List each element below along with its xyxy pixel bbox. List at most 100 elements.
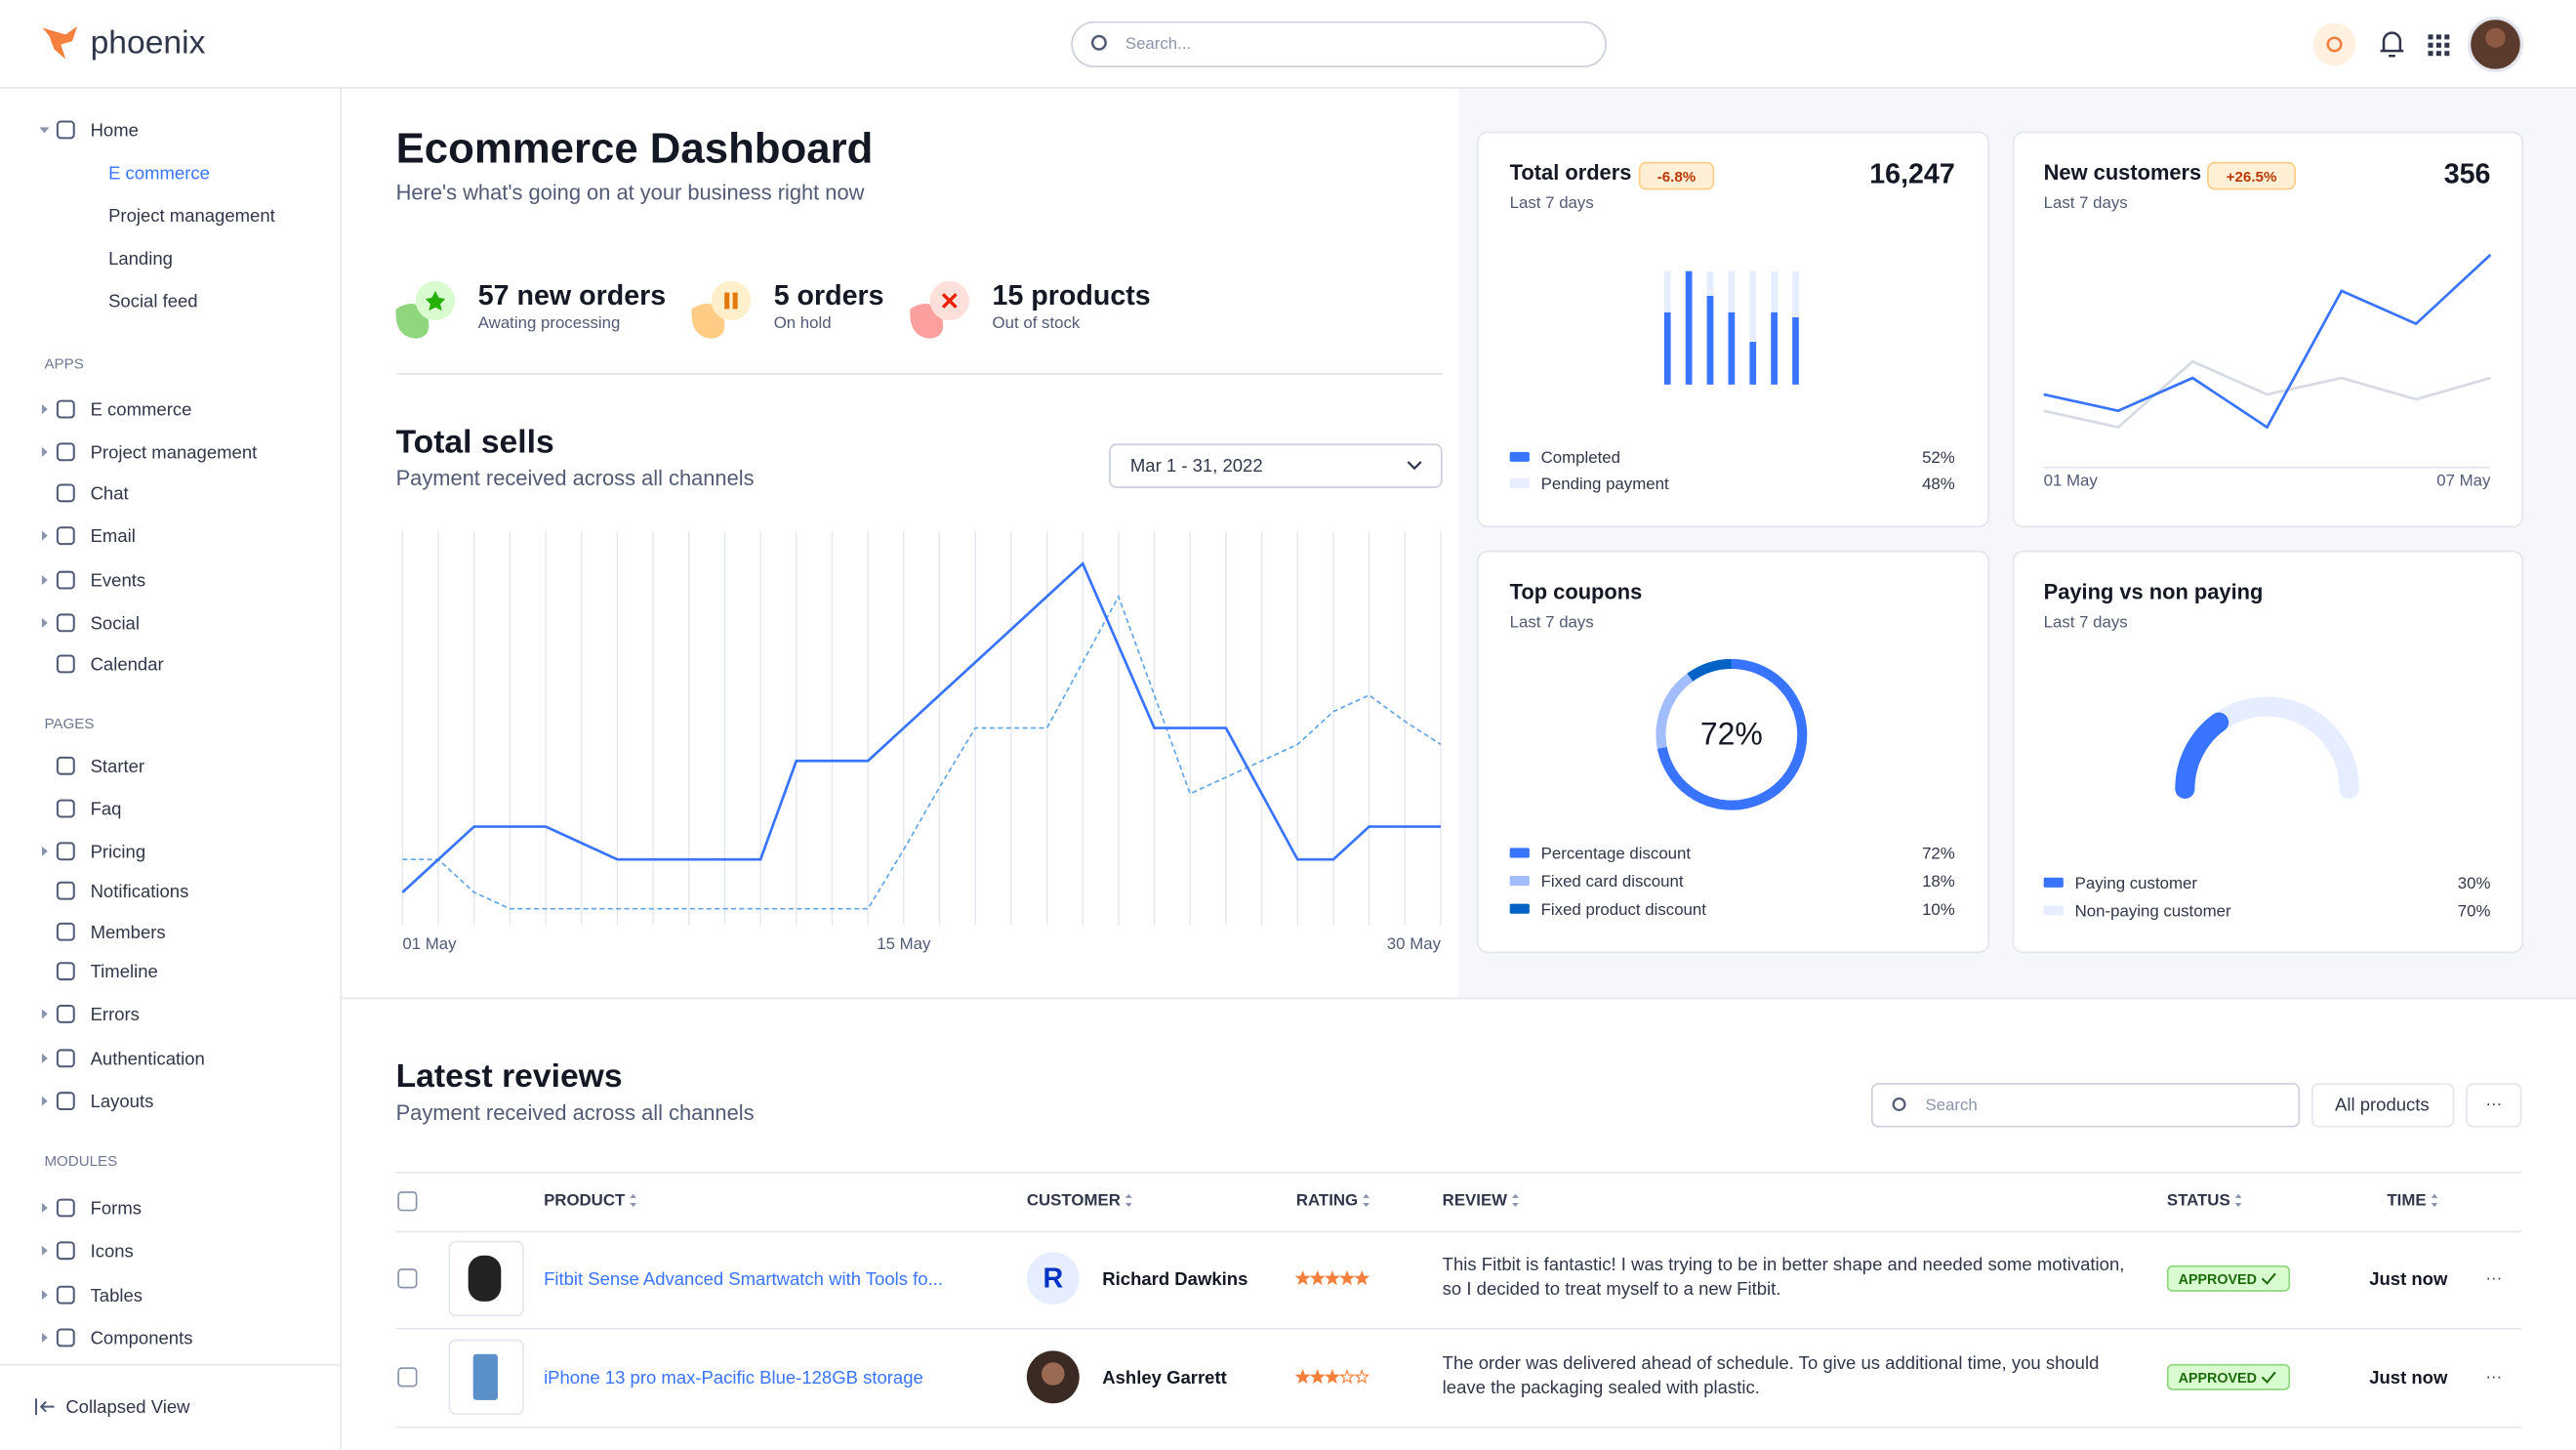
nav-item[interactable]: Layouts bbox=[91, 1091, 154, 1111]
product-image bbox=[468, 1255, 502, 1302]
bar-segment bbox=[1685, 270, 1693, 385]
nav-item[interactable]: Social bbox=[91, 612, 140, 633]
nav-icon bbox=[56, 613, 75, 633]
apps-icon[interactable] bbox=[2428, 34, 2450, 57]
nav-item[interactable]: Tables bbox=[91, 1285, 143, 1305]
caret bbox=[41, 1096, 48, 1106]
card-subtitle: Last 7 days bbox=[1510, 612, 1594, 631]
checkbox[interactable] bbox=[397, 1268, 418, 1289]
bell-icon[interactable] bbox=[2380, 31, 2404, 58]
nav-icon bbox=[56, 756, 75, 775]
nav-subitem[interactable]: Social feed bbox=[108, 291, 198, 311]
date-select[interactable] bbox=[1109, 443, 1443, 488]
bar-segment bbox=[1792, 270, 1799, 317]
legend-value: 48% bbox=[1922, 475, 1955, 493]
customer-name: Ashley Garrett bbox=[1102, 1367, 1227, 1388]
nav-item[interactable]: Events bbox=[91, 570, 146, 591]
logo-icon bbox=[42, 25, 78, 60]
nav-icon bbox=[56, 570, 75, 590]
collapse-button[interactable]: Collapsed View bbox=[65, 1396, 190, 1417]
nav-icon bbox=[56, 842, 75, 861]
legend-label: Fixed product discount bbox=[1541, 900, 1707, 919]
checkbox[interactable] bbox=[397, 1367, 418, 1388]
caret bbox=[41, 1009, 48, 1019]
time-label: Just now bbox=[2369, 1367, 2448, 1388]
column-header[interactable]: CUSTOMER bbox=[1027, 1191, 1121, 1210]
nav-item[interactable]: Pricing bbox=[91, 841, 146, 861]
column-header[interactable]: RATING bbox=[1296, 1191, 1358, 1210]
nav-icon bbox=[56, 1049, 75, 1068]
column-header[interactable]: REVIEW bbox=[1443, 1191, 1508, 1210]
nav-item[interactable]: Faq bbox=[91, 799, 122, 819]
more-label[interactable]: ··· bbox=[2485, 1094, 2502, 1112]
nav-item[interactable]: Home bbox=[91, 120, 139, 141]
nav-item[interactable]: Forms bbox=[91, 1198, 142, 1219]
card-subtitle: Last 7 days bbox=[2044, 612, 2128, 631]
nav-item[interactable]: Project management bbox=[91, 441, 258, 462]
nav-item[interactable]: Components bbox=[91, 1328, 193, 1348]
card-total: 356 bbox=[2444, 159, 2491, 190]
line-series bbox=[2043, 253, 2492, 430]
legend-value: 30% bbox=[2458, 874, 2491, 892]
nav-item[interactable]: Members bbox=[91, 922, 166, 942]
nav-subitem[interactable]: Project management bbox=[108, 205, 275, 226]
column-header[interactable]: STATUS bbox=[2167, 1191, 2230, 1210]
more-button[interactable] bbox=[2466, 1083, 2522, 1128]
product-link[interactable]: iPhone 13 pro max-Pacific Blue-128GB sto… bbox=[544, 1367, 923, 1388]
star bbox=[1339, 1269, 1356, 1286]
sort-icon bbox=[2431, 1193, 2438, 1208]
table-search[interactable] bbox=[1870, 1083, 2301, 1128]
legend-label: Fixed card discount bbox=[1541, 872, 1684, 891]
x-tick-label: 30 May bbox=[1387, 934, 1442, 953]
row-actions[interactable]: ··· bbox=[2485, 1367, 2502, 1386]
caret bbox=[41, 575, 48, 586]
nav-item[interactable]: Email bbox=[91, 525, 136, 546]
nav-icon bbox=[56, 526, 75, 546]
product-link[interactable]: Fitbit Sense Advanced Smartwatch with To… bbox=[544, 1268, 943, 1289]
nav-item[interactable]: Notifications bbox=[91, 881, 189, 901]
nav-item[interactable]: Errors bbox=[91, 1004, 140, 1024]
nav-section-title: PAGES bbox=[44, 716, 94, 732]
caret bbox=[41, 1290, 48, 1301]
card-title: Paying vs non paying bbox=[2044, 579, 2264, 603]
column-header[interactable]: TIME bbox=[2387, 1191, 2426, 1210]
donut-segment bbox=[1656, 673, 1694, 749]
legend-value: 70% bbox=[2458, 902, 2491, 921]
filter-button[interactable] bbox=[2310, 1083, 2455, 1128]
checkbox[interactable] bbox=[397, 1191, 418, 1212]
bar-segment bbox=[1771, 270, 1779, 312]
legend-label: Completed bbox=[1541, 448, 1620, 467]
gauge-segment bbox=[2208, 696, 2359, 799]
nav-item[interactable]: Authentication bbox=[91, 1048, 205, 1068]
customer-name: Richard Dawkins bbox=[1102, 1268, 1247, 1289]
customer-initial: R bbox=[1043, 1264, 1063, 1295]
legend-swatch bbox=[1509, 477, 1530, 488]
nav-item[interactable]: Timeline bbox=[91, 961, 158, 981]
review-text: This Fitbit is fantastic! I was trying t… bbox=[1442, 1255, 2125, 1301]
star bbox=[1294, 1269, 1311, 1286]
row-actions[interactable]: ··· bbox=[2485, 1268, 2502, 1287]
stat-value: 57 new orders bbox=[478, 280, 666, 311]
search-box[interactable] bbox=[1071, 21, 1607, 68]
nav-icon bbox=[56, 120, 75, 140]
rating-stars bbox=[1294, 1269, 1370, 1286]
theme-toggle[interactable] bbox=[2312, 22, 2356, 66]
stat-icon-bg bbox=[711, 280, 752, 321]
sort-icon bbox=[2234, 1193, 2242, 1208]
nav-section-title: MODULES bbox=[44, 1153, 117, 1170]
nav-icon bbox=[56, 922, 75, 941]
nav-item[interactable]: Calendar bbox=[91, 654, 164, 675]
bar-segment bbox=[1728, 270, 1736, 312]
nav-subitem[interactable]: Landing bbox=[108, 248, 173, 269]
nav-item[interactable]: Chat bbox=[91, 482, 129, 503]
nav-item[interactable]: E commerce bbox=[91, 399, 192, 420]
caret bbox=[41, 404, 48, 415]
nav-item[interactable]: Icons bbox=[91, 1240, 134, 1261]
filter-label[interactable]: All products bbox=[2335, 1095, 2430, 1115]
nav-subitem[interactable]: E commerce bbox=[108, 162, 210, 183]
sort-icon bbox=[1512, 1193, 1519, 1208]
nav-item[interactable]: Starter bbox=[91, 756, 145, 776]
column-header[interactable]: PRODUCT bbox=[544, 1191, 626, 1210]
status-label: APPROVED bbox=[2179, 1371, 2257, 1387]
